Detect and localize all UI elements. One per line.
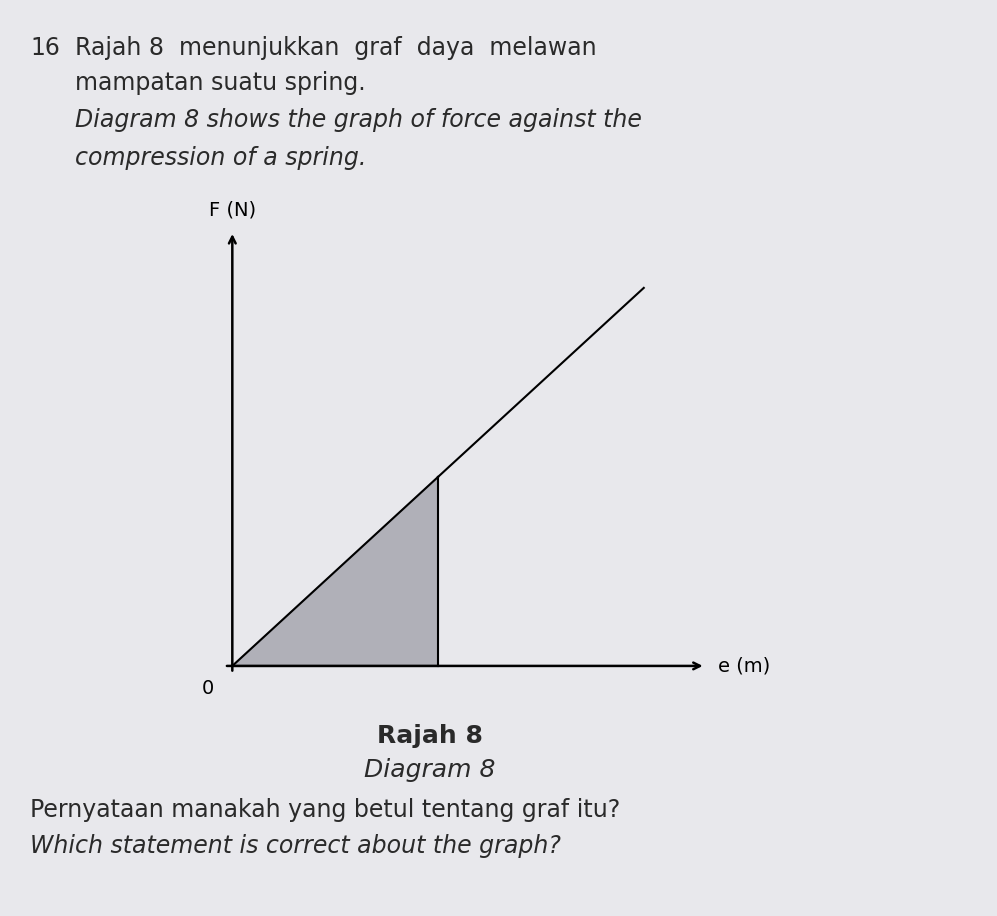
Text: compression of a spring.: compression of a spring. <box>75 146 366 170</box>
Polygon shape <box>232 477 438 666</box>
Text: Pernyataan manakah yang betul tentang graf itu?: Pernyataan manakah yang betul tentang gr… <box>30 798 620 822</box>
Text: 0: 0 <box>201 679 213 698</box>
Text: Which statement is correct about the graph?: Which statement is correct about the gra… <box>30 834 561 858</box>
Text: Diagram 8: Diagram 8 <box>364 758 496 782</box>
Text: Diagram 8 shows the graph of force against the: Diagram 8 shows the graph of force again… <box>75 108 642 132</box>
Text: mampatan suatu spring.: mampatan suatu spring. <box>75 71 366 95</box>
Text: F (N): F (N) <box>208 201 256 220</box>
Text: 16: 16 <box>30 36 60 60</box>
Text: e (m): e (m) <box>718 657 770 675</box>
Text: Rajah 8: Rajah 8 <box>377 724 483 748</box>
Text: Rajah 8  menunjukkan  graf  daya  melawan: Rajah 8 menunjukkan graf daya melawan <box>75 36 596 60</box>
